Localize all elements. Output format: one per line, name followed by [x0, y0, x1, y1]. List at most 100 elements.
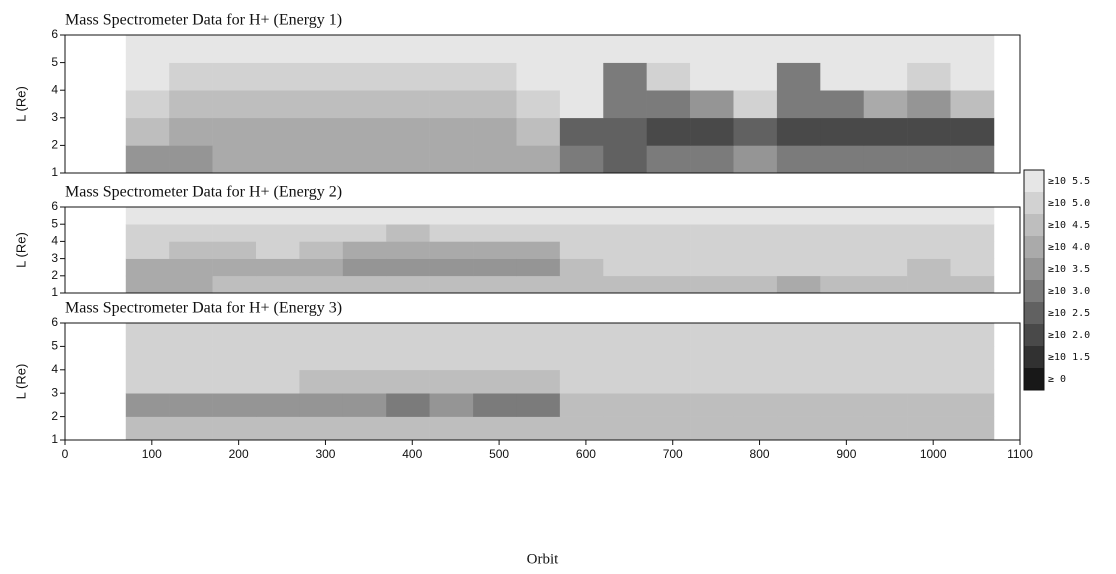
heat-cell [386, 207, 430, 225]
heat-cell [169, 145, 213, 174]
heat-cell [603, 323, 647, 347]
colorbar-swatch [1024, 368, 1044, 390]
heat-cell [820, 145, 865, 174]
y-tick-label: 6 [51, 27, 58, 41]
heat-cell [907, 90, 951, 119]
heat-cell [603, 117, 647, 146]
heat-cell [169, 241, 213, 259]
heat-cell [125, 117, 170, 146]
heat-cell [342, 275, 387, 294]
heat-cell [386, 224, 430, 242]
heat-cell [950, 224, 995, 242]
heat-cell [646, 275, 691, 294]
heat-cell [386, 117, 430, 146]
heat-cell [559, 393, 604, 417]
heat-cell [212, 224, 257, 242]
heat-cell [690, 90, 734, 119]
heat-cell [690, 224, 734, 242]
heat-cell [646, 145, 691, 174]
heat-cell [429, 258, 474, 277]
heat-cell [342, 416, 387, 441]
heat-cell [603, 90, 647, 119]
heat-cell [690, 145, 734, 174]
heat-cell [559, 90, 604, 119]
heat-cell [473, 117, 517, 146]
heat-cell [516, 369, 561, 394]
heat-cell [125, 346, 170, 371]
heat-cell [299, 346, 344, 371]
heat-cell [820, 117, 865, 146]
heat-cell [950, 90, 995, 119]
heat-cell [603, 62, 647, 91]
colorbar-label: ≥10 2.5 [1048, 308, 1090, 319]
heat-cell [169, 346, 213, 371]
heat-cell [299, 35, 344, 63]
heat-cell [473, 346, 517, 371]
heat-cell [820, 275, 865, 294]
heat-cell [256, 275, 300, 294]
heat-cell [125, 90, 170, 119]
x-axis-label: Orbit [527, 551, 559, 567]
heat-cell [646, 62, 691, 91]
heat-cell [690, 275, 734, 294]
heat-cell [342, 224, 387, 242]
heat-cell [820, 346, 865, 371]
y-tick-label: 3 [51, 251, 58, 265]
heat-cell [820, 393, 865, 417]
heat-cell [820, 35, 865, 63]
heat-cell [429, 62, 474, 91]
colorbar-label: ≥10 3.5 [1048, 264, 1090, 275]
colorbar-swatch [1024, 214, 1044, 236]
heat-cell [256, 393, 300, 417]
y-tick-label: 5 [51, 216, 58, 230]
heat-cell [776, 117, 821, 146]
heat-cell [125, 258, 170, 277]
y-tick-label: 4 [51, 82, 58, 96]
heat-cell [342, 258, 387, 277]
heat-cell [342, 369, 387, 394]
heat-cell [690, 346, 734, 371]
heat-cell [169, 62, 213, 91]
heat-cell [733, 369, 778, 394]
heat-cell [907, 207, 951, 225]
heat-cell [342, 62, 387, 91]
heat-cell [299, 416, 344, 441]
heat-cell [950, 369, 995, 394]
heat-cell [429, 346, 474, 371]
colorbar-swatch [1024, 280, 1044, 302]
heat-cell [863, 145, 908, 174]
heat-cell [733, 323, 778, 347]
x-tick-label: 0 [62, 447, 69, 461]
heat-cell [559, 416, 604, 441]
heat-cell [733, 117, 778, 146]
heat-cell [646, 224, 691, 242]
y-tick-label: 4 [51, 362, 58, 376]
heat-cell [386, 90, 430, 119]
heat-cell [256, 90, 300, 119]
heat-cell [212, 241, 257, 259]
y-tick-label: 2 [51, 138, 58, 152]
heat-cell [342, 393, 387, 417]
heat-cell [950, 393, 995, 417]
heat-cell [950, 35, 995, 63]
y-tick-label: 1 [51, 285, 58, 299]
y-axis-label: L (Re) [13, 232, 28, 268]
heat-cell [690, 258, 734, 277]
heat-cell [733, 275, 778, 294]
heat-cell [559, 241, 604, 259]
heat-cell [907, 323, 951, 347]
heat-cell [256, 369, 300, 394]
heat-cell [950, 275, 995, 294]
heat-cell [733, 393, 778, 417]
panel-frame [64, 206, 1021, 294]
heat-cell [820, 416, 865, 441]
heat-cell [733, 241, 778, 259]
heat-cell [776, 416, 821, 441]
heat-cell [386, 416, 430, 441]
heat-cell [690, 393, 734, 417]
heat-cell [603, 258, 647, 277]
heat-cell [863, 275, 908, 294]
colorbar-label: ≥10 5.0 [1048, 198, 1090, 209]
heat-cell [473, 258, 517, 277]
heat-cell [646, 323, 691, 347]
